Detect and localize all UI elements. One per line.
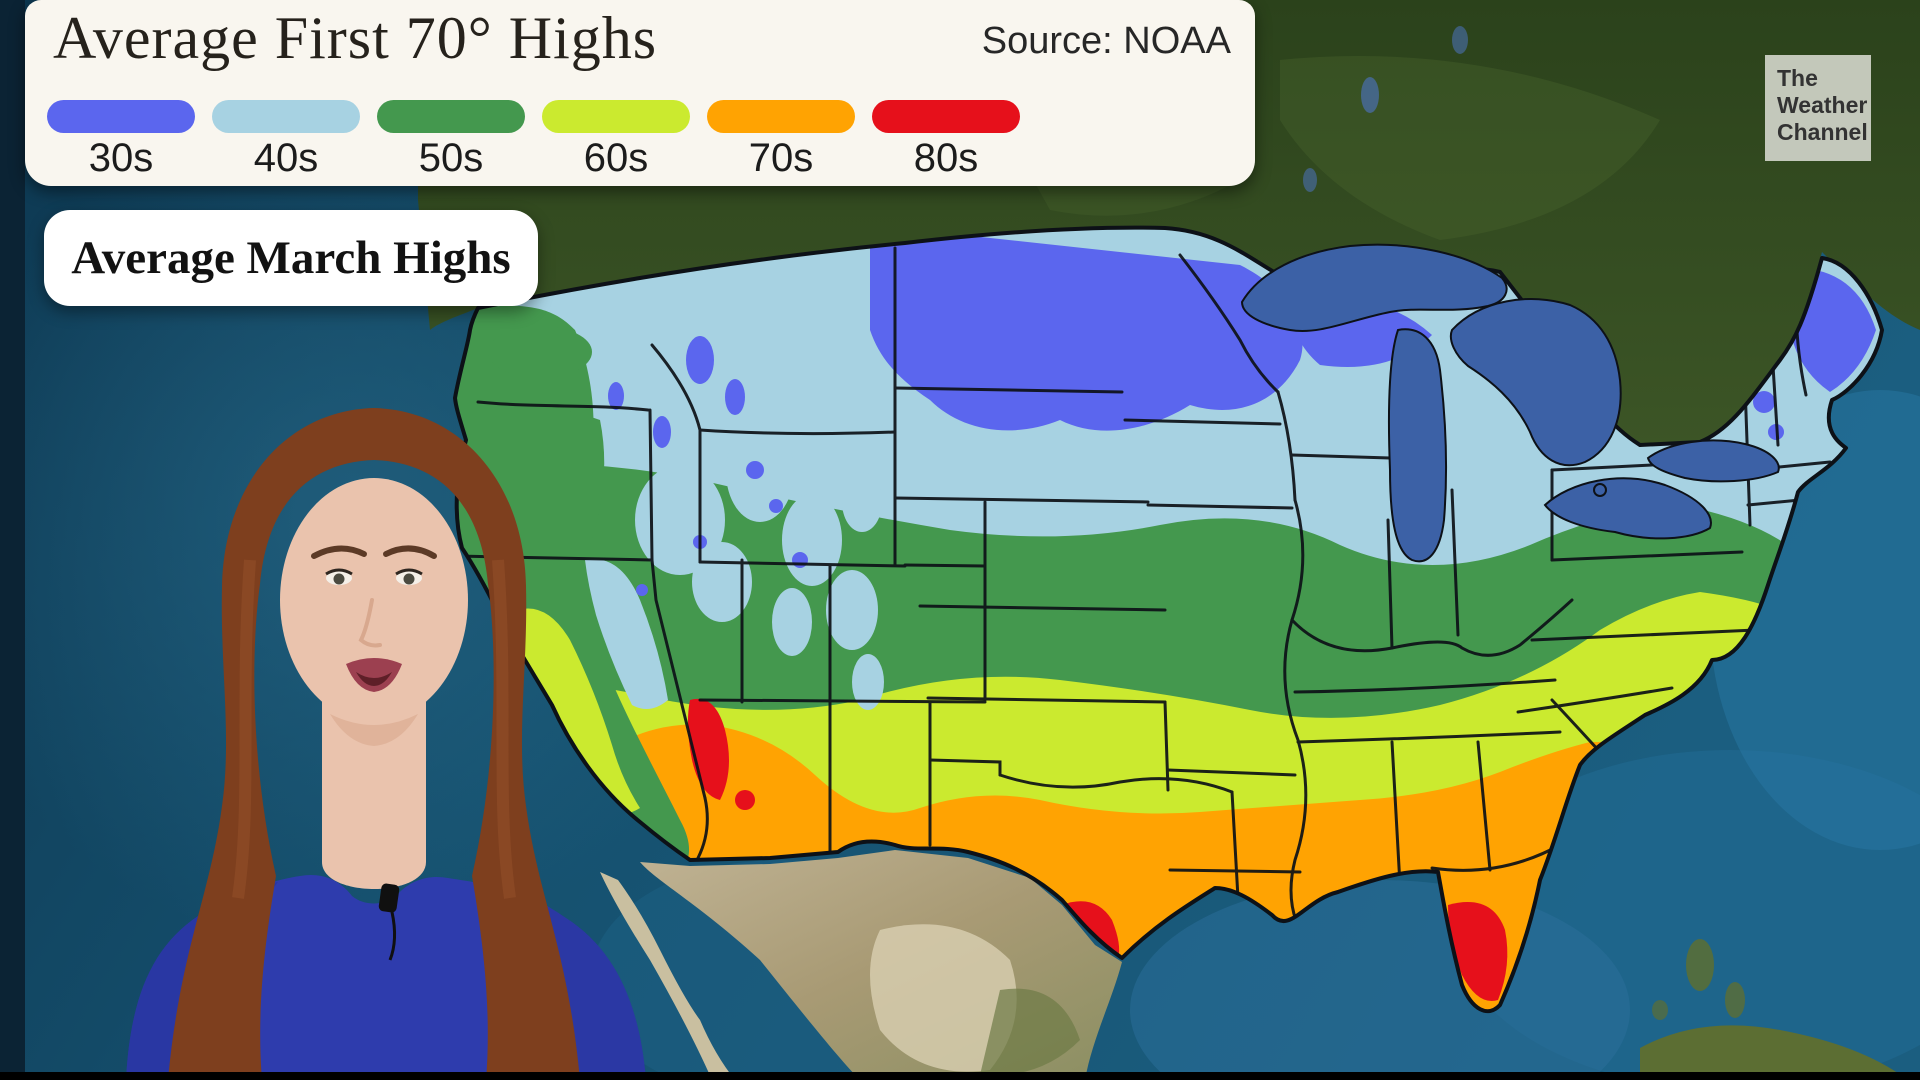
lake-michigan [1387,328,1448,563]
legend-label: 60s [583,136,649,180]
legend-item: 50s [377,100,525,179]
source-attribution: Source: NOAA [981,20,1231,62]
presenter-face-features [311,545,437,692]
presenter [126,408,646,1080]
left-edge-strip [0,0,25,1080]
legend-swatch-80s [872,100,1020,133]
state-borders [455,246,1832,932]
map-caption: Average March Highs [71,232,511,284]
presenter-chin-shadow [330,714,418,746]
lake-erie [1543,477,1712,540]
header-panel: Average First 70° Highs Source: NOAA 30s… [25,0,1255,186]
page-title: Average First 70° Highs [53,5,658,71]
legend-label: 50s [418,136,484,180]
hair-highlight-right [492,559,516,899]
temperature-legend: 30s 40s 50s 60s 70s 80s [47,100,1020,179]
legend-label: 30s [88,136,154,180]
legend-swatch-70s [707,100,855,133]
ca-valley-60s [512,608,640,816]
great-lakes [1240,243,1780,563]
legend-label: 40s [253,136,319,180]
map-caption-pill: Average March Highs [44,210,538,306]
bottom-letterbox-bar [0,1072,1920,1080]
legend-item: 80s [872,100,1020,179]
lavalier-microphone [378,883,400,961]
legend-swatch-30s [47,100,195,133]
legend-label: 80s [913,136,979,180]
legend-swatch-50s [377,100,525,133]
legend-item: 60s [542,100,690,179]
logo-line: Channel [1777,119,1868,145]
logo-line: The [1777,65,1818,91]
legend-label: 70s [748,136,814,180]
baja-peninsula [600,872,735,1080]
legend-swatch-60s [542,100,690,133]
legend-item: 30s [47,100,195,179]
weather-channel-logo: The Weather Channel [1765,55,1871,161]
lake-huron [1449,298,1622,467]
hair-highlight-left [232,559,256,899]
legend-item: 40s [212,100,360,179]
lake-ontario [1646,439,1780,483]
legend-item: 70s [707,100,855,179]
mexico-landmass [600,850,1122,1080]
legend-swatch-40s [212,100,360,133]
presenter-chest-skin [322,700,426,889]
caribbean-islands [1640,939,1905,1080]
logo-line: Weather [1777,92,1868,118]
